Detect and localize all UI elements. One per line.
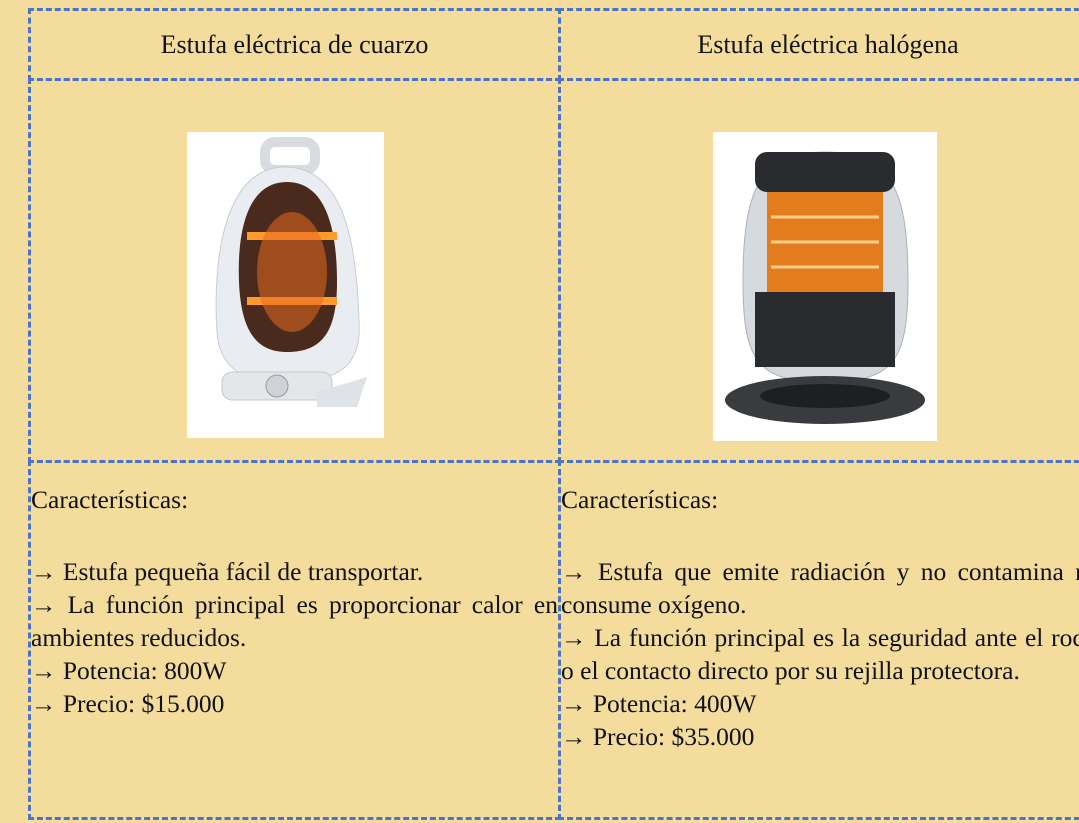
quartz-heater-image	[187, 132, 384, 438]
feature-item: → Potencia: 400W	[561, 689, 757, 718]
feature-item: → Precio: $15.000	[31, 689, 225, 718]
header-cell: Estufa eléctrica halógena	[558, 8, 1079, 81]
features-cell: Características: → Estufa que emite radi…	[558, 460, 1079, 820]
image-cell	[28, 78, 561, 463]
header-cell: Estufa eléctrica de cuarzo	[28, 8, 561, 81]
feature-item: → Estufa pequeña fácil de transportar.	[31, 557, 424, 586]
features-cell: Características: → Estufa pequeña fácil …	[28, 460, 561, 820]
features-label: Características:	[561, 485, 719, 514]
feature-item: → Potencia: 800W	[31, 656, 227, 685]
feature-item: → La función principal es proporcionar c…	[31, 590, 558, 652]
column-title: Estufa eléctrica halógena	[697, 29, 959, 59]
column-title: Estufa eléctrica de cuarzo	[160, 29, 429, 59]
feature-item: → Precio: $35.000	[561, 722, 755, 751]
feature-item: → La función principal es la seguridad a…	[561, 623, 1079, 685]
feature-item: → Estufa que emite radiación y no contam…	[561, 557, 1079, 619]
comparison-table: Estufa eléctrica de cuarzo Estufa eléctr…	[28, 8, 1079, 820]
features-label: Características:	[31, 485, 189, 514]
image-cell	[558, 78, 1079, 463]
halogen-heater-image	[713, 132, 937, 441]
